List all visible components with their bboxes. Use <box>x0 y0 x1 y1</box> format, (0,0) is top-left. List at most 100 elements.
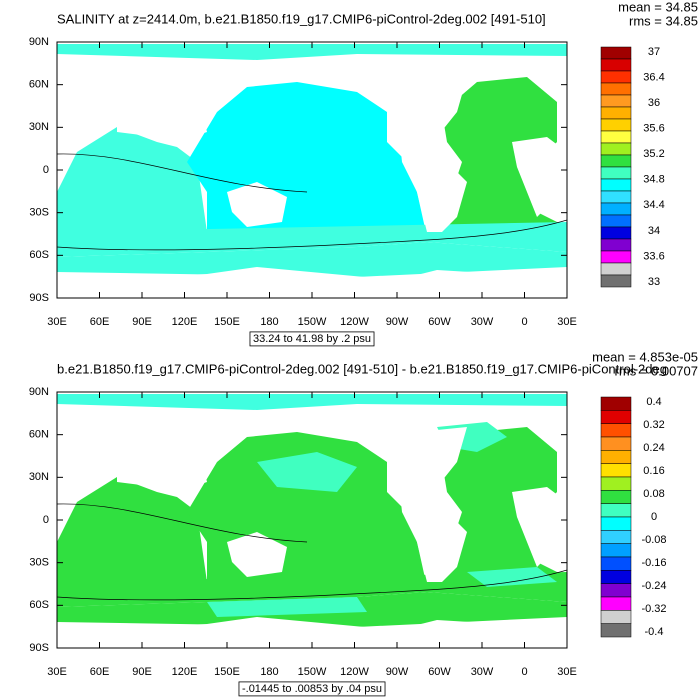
lat-label: 60S <box>29 599 49 611</box>
colorbar-label: 34 <box>648 225 660 237</box>
lat-label: 0 <box>43 164 49 176</box>
colorbar-label: -0.16 <box>641 557 666 569</box>
panel: b.e21.B1850.f19_g17.CMIP6-piControl-2deg… <box>29 349 698 697</box>
land <box>117 92 207 142</box>
southern-ocean-deep <box>57 242 567 277</box>
colorbar-label: 0.4 <box>646 396 661 408</box>
colorbar-box <box>600 516 632 531</box>
colorbar-label: 0.24 <box>643 442 664 454</box>
lon-label: 60E <box>90 666 110 678</box>
panel: SALINITY at z=2414.0m, b.e21.B1850.f19_g… <box>29 0 698 347</box>
colorbar-label: 33.6 <box>643 250 664 262</box>
colorbar-box <box>600 94 632 108</box>
range-label: 33.24 to 41.98 by .2 psu <box>253 333 371 345</box>
colorbar-label: 34.8 <box>643 174 664 186</box>
colorbar-label: 0.16 <box>643 465 664 477</box>
colorbar-label: 36 <box>648 97 660 109</box>
colorbar-box <box>600 118 632 132</box>
lat-label: 90S <box>29 642 49 654</box>
lon-label: 60E <box>90 316 110 328</box>
colorbar-label: 0.32 <box>643 419 664 431</box>
colorbar-box <box>600 623 632 638</box>
lat-label: 30N <box>29 471 49 483</box>
lat-label: 30S <box>29 207 49 219</box>
lon-label: 30W <box>471 666 494 678</box>
land <box>512 487 567 567</box>
lon-label: 30E <box>47 666 67 678</box>
lat-label: 90N <box>29 386 49 398</box>
lon-label: 120W <box>340 666 369 678</box>
colorbar-box <box>600 166 632 180</box>
mean-label: mean = 34.85 <box>618 0 698 14</box>
colorbar-label: -0.24 <box>641 580 666 592</box>
colorbar-label: 0 <box>651 511 657 523</box>
lat-label: 60N <box>29 429 49 441</box>
colorbar-box <box>600 556 632 571</box>
colorbar-box <box>600 238 632 252</box>
atlantic-ocean <box>437 77 567 237</box>
colorbar-box <box>600 106 632 120</box>
rms-label: rms = 34.85 <box>629 13 698 28</box>
colorbar-box <box>600 154 632 168</box>
map <box>56 391 568 649</box>
contour <box>56 153 568 251</box>
colorbar-box <box>600 82 632 96</box>
panel-title: b.e21.B1850.f19_g17.CMIP6-piControl-2deg… <box>57 361 667 376</box>
indian-ocean <box>57 127 207 242</box>
lon-label: 0 <box>521 316 527 328</box>
lat-label: 30N <box>29 121 49 133</box>
colorbar-box <box>600 503 632 518</box>
colorbar-box <box>600 476 632 491</box>
lat-label: 90N <box>29 36 49 48</box>
lon-label: 30W <box>471 316 494 328</box>
lon-label: 30E <box>557 316 577 328</box>
lon-label: 150E <box>214 666 240 678</box>
colorbar-label: 0.08 <box>643 488 664 500</box>
land <box>117 442 207 492</box>
colorbar-label: -0.08 <box>641 534 666 546</box>
lat-label: 90S <box>29 292 49 304</box>
colorbar-box <box>600 190 632 204</box>
colorbar-box <box>600 142 632 156</box>
land <box>397 427 467 582</box>
lon-label: 180 <box>260 666 278 678</box>
colorbar-box <box>600 70 632 84</box>
lat-label: 60N <box>29 79 49 91</box>
colorbar-box <box>600 450 632 464</box>
lon-label: 0 <box>521 666 527 678</box>
land <box>227 532 287 577</box>
colorbar-box <box>600 274 632 288</box>
colorbar-label: 35.6 <box>643 123 664 135</box>
colorbar-box <box>600 46 632 60</box>
atlantic-ocean <box>437 427 567 587</box>
lon-label: 30E <box>47 316 67 328</box>
lon-label: 150E <box>214 316 240 328</box>
colorbar-label: 37 <box>648 46 660 58</box>
lon-label: 120E <box>172 316 198 328</box>
lon-label: 90W <box>386 316 409 328</box>
lat-label: 0 <box>43 514 49 526</box>
colorbar-label: 34.4 <box>643 199 664 211</box>
range-box <box>238 681 386 697</box>
lon-label: 120E <box>172 666 198 678</box>
colorbar-box <box>600 214 632 228</box>
colorbar-box <box>600 530 632 544</box>
colorbar-box <box>600 570 632 584</box>
rms-label: rms = 0.00707 <box>615 363 698 378</box>
map <box>56 41 568 299</box>
lon-label: 180 <box>260 316 278 328</box>
colorbar-box <box>600 396 632 411</box>
colorbar-box <box>600 262 632 276</box>
colorbar-box <box>600 463 632 478</box>
colorbar-box <box>600 423 632 438</box>
colorbar-box <box>600 436 632 451</box>
colorbar-box <box>600 610 632 624</box>
colorbar-label: 35.2 <box>643 148 664 160</box>
antarctica <box>57 267 567 298</box>
lon-label: 150W <box>298 666 327 678</box>
lon-label: 60W <box>428 666 451 678</box>
colorbar-box <box>600 543 632 558</box>
colorbar-label: -0.32 <box>641 603 666 615</box>
lon-label: 120W <box>340 316 369 328</box>
anomaly-patch <box>467 567 557 587</box>
